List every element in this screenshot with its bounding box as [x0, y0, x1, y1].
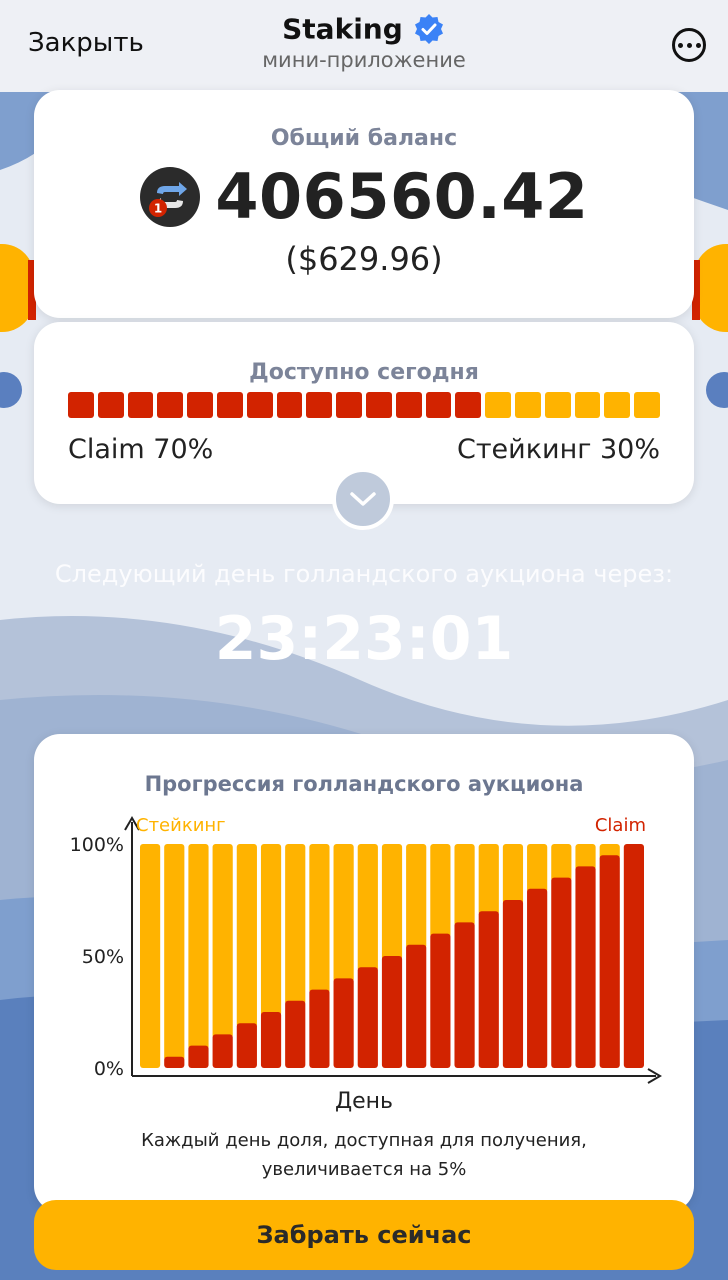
staking-segment [634, 392, 660, 418]
claim-segment [217, 392, 243, 418]
claim-bar [502, 900, 524, 1068]
staking-segment [544, 392, 571, 418]
x-axis-label: День [335, 1089, 393, 1114]
staking-bar [309, 844, 330, 994]
claim-bar [430, 933, 451, 1068]
staking-segment [604, 392, 631, 418]
claim-segment [336, 392, 362, 418]
staking-bar [381, 844, 403, 960]
claim-staking-split-bar [68, 392, 660, 418]
staking-bar [357, 844, 378, 972]
staking-bar [285, 844, 306, 1005]
more-options-icon[interactable] [672, 28, 706, 62]
coin-badge-count: 1 [154, 201, 162, 215]
y-tick-label: 50% [82, 946, 124, 968]
staking-percent: Стейкинг 30% [456, 434, 660, 465]
claim-segment [127, 392, 154, 418]
claim-bar [551, 877, 572, 1068]
staking-segment [515, 392, 541, 418]
claim-bar [406, 944, 427, 1068]
staking-bar [188, 844, 209, 1050]
balance-usd: ($629.96) [285, 240, 443, 278]
title-block: Staking мини-приложение [0, 12, 728, 73]
auction-chart-card: Прогрессия голландского аукциона 0% 50% 10… [34, 734, 694, 1212]
claim-segment [68, 392, 94, 418]
claim-bar [599, 855, 620, 1068]
staking-bar [406, 844, 427, 949]
claim-bar [333, 978, 354, 1068]
auction-chart: 0% 50% 100% Стейкинг Claim День [70, 815, 662, 1114]
claim-now-button[interactable]: Забрать сейчас [34, 1200, 694, 1270]
claim-bar [212, 1034, 233, 1068]
y-axis-arrow [124, 816, 140, 831]
chart-title: Прогрессия голландского аукциона [144, 772, 584, 796]
countdown-timer: 23:23:01 [214, 604, 514, 674]
claim-percent: Claim 70% [68, 434, 214, 465]
balance-card: Общий баланс 1 406560.42 ($629.96) [34, 90, 694, 318]
app-subtitle: мини-приложение [262, 48, 466, 72]
claim-bar [164, 1056, 185, 1068]
staking-bar [333, 844, 354, 983]
chevron-down-icon [350, 492, 376, 506]
staking-bar [502, 844, 524, 904]
claim-segment [366, 392, 392, 418]
claim-bar [357, 967, 378, 1068]
claim-bar [260, 1012, 282, 1068]
claim-bar [309, 989, 330, 1068]
y-tick-label: 0% [94, 1058, 124, 1080]
claim-bar [527, 888, 548, 1068]
countdown-label: Следующий день голландского аукциона чер… [54, 560, 674, 588]
staking-bar [478, 844, 499, 916]
chart-note-line1: Каждый день доля, доступная для получени… [141, 1130, 587, 1151]
chart-note: Каждый день доля, доступная для получени… [34, 1126, 694, 1184]
staking-bar [212, 844, 233, 1039]
x-axis-arrow [647, 1068, 662, 1084]
close-button[interactable]: Закрыть [28, 28, 144, 58]
staking-bar [236, 844, 257, 1028]
claim-bar [381, 956, 403, 1068]
claim-segment [425, 392, 452, 418]
top-bar: Закрыть Staking мини-приложение [0, 0, 728, 92]
app-title: Staking [282, 12, 403, 46]
claim-segment [455, 392, 482, 418]
chart-note-line2: увеличивается на 5% [261, 1159, 467, 1180]
claim-segment [187, 392, 213, 418]
claim-segment [246, 392, 273, 418]
claim-segment [157, 392, 184, 418]
y-tick-label: 100% [70, 834, 124, 856]
claim-segment [395, 392, 422, 418]
token-logo-icon: 1 [140, 166, 201, 227]
balance-amount: 406560.42 [215, 160, 589, 233]
available-label: Доступно сегодня [249, 360, 479, 385]
staking-bar [164, 844, 185, 1061]
claim-bar [623, 844, 644, 1068]
claim-bar [478, 911, 499, 1068]
staking-segment [574, 392, 601, 418]
staking-bar [140, 844, 161, 1068]
staking-bar [430, 844, 451, 938]
balance-row: 1 406560.42 [34, 160, 694, 233]
staking-segment [485, 392, 511, 418]
claim-bar [236, 1023, 257, 1068]
expand-button[interactable] [332, 468, 394, 530]
legend-staking: Стейкинг [136, 815, 226, 836]
claim-bar [454, 922, 475, 1068]
claim-segment [306, 392, 333, 418]
claim-segment [276, 392, 303, 418]
claim-segment [97, 392, 124, 418]
claim-bar [188, 1045, 209, 1068]
staking-bar [551, 844, 572, 882]
staking-bar [575, 844, 596, 871]
balance-label: Общий баланс [270, 126, 458, 151]
staking-bar [260, 844, 282, 1016]
legend-claim: Claim [595, 815, 646, 836]
claim-bar [575, 866, 596, 1068]
claim-bar [285, 1000, 306, 1068]
staking-bar [454, 844, 475, 927]
staking-bar [527, 844, 548, 893]
verified-badge-icon [414, 14, 443, 44]
